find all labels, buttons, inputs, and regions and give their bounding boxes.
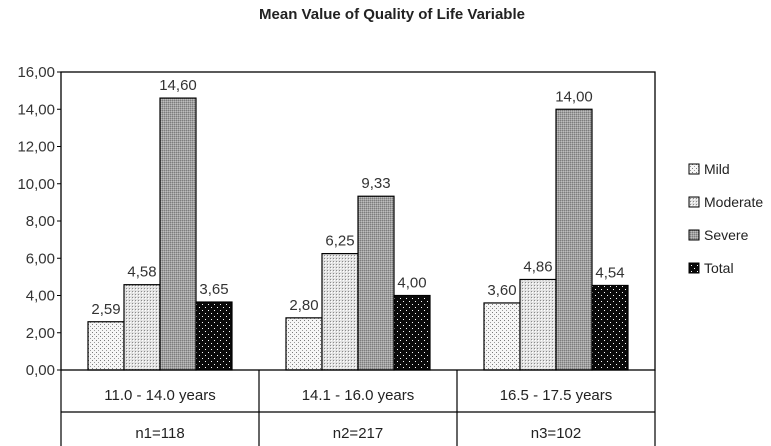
bar-total: [393, 294, 431, 371]
legend: Mild Moderate Severe Total: [688, 161, 763, 276]
bar-total: [591, 284, 629, 371]
bar-moderate: [123, 284, 161, 371]
data-label: 9,33: [361, 175, 390, 192]
bar-total: [195, 301, 233, 371]
bar-severe: [555, 108, 593, 371]
legend-swatch-moderate: [688, 196, 700, 208]
y-tick-label: 0,00: [26, 362, 55, 379]
y-tick-label: 6,00: [26, 250, 55, 267]
data-label: 4,00: [397, 275, 426, 292]
data-labels: 2,59 4,58 14,60 3,65 2,80 6,25 9,33 4,00 3,60 4,8…: [91, 77, 624, 318]
legend-label: Moderate: [704, 194, 763, 210]
y-tick-label: 14,00: [17, 101, 55, 118]
data-label: 4,54: [595, 264, 624, 281]
bar-mild: [483, 302, 521, 371]
category-label: 14.1 - 16.0 years: [302, 387, 415, 404]
category-label: 16.5 - 17.5 years: [500, 387, 613, 404]
axes: [60, 71, 656, 371]
legend-label: Severe: [704, 227, 749, 243]
legend-swatch-mild: [688, 163, 700, 175]
data-label: 3,60: [487, 282, 516, 299]
legend-swatch-severe: [688, 229, 700, 241]
data-label: 4,86: [523, 258, 552, 275]
data-label: 14,00: [555, 88, 593, 105]
data-label: 6,25: [325, 233, 354, 250]
data-label: 3,65: [199, 281, 228, 298]
legend-label: Mild: [704, 161, 730, 177]
bars: [87, 97, 629, 371]
y-tick-label: 10,00: [17, 176, 55, 193]
category-count: n1=118: [135, 425, 184, 442]
legend-swatch-total: [688, 262, 700, 274]
category-count: n2=217: [333, 425, 383, 442]
y-tick-label: 2,00: [26, 325, 55, 342]
bar-mild: [285, 317, 323, 371]
legend-label: Total: [704, 260, 734, 276]
category-count: n3=102: [531, 425, 581, 442]
data-label: 2,59: [91, 301, 120, 318]
chart-title: Mean Value of Quality of Life Variable: [259, 6, 525, 23]
y-axis-ticks: 0,00 2,00 4,00 6,00 8,00 10,00 12,00 14,00 16,00: [17, 64, 61, 379]
bar-severe: [159, 97, 197, 371]
data-label: 2,80: [289, 297, 318, 314]
y-tick-label: 16,00: [17, 64, 55, 81]
bar-severe: [357, 195, 395, 371]
data-label: 4,58: [127, 264, 156, 281]
y-tick-label: 12,00: [17, 139, 55, 156]
bar-moderate: [519, 278, 557, 371]
category-table: 11.0 - 14.0 years n1=118 14.1 - 16.0 years…: [60, 370, 656, 446]
category-label: 11.0 - 14.0 years: [104, 387, 215, 404]
y-tick-label: 4,00: [26, 288, 55, 305]
bar-moderate: [321, 252, 359, 371]
plot-frame: [60, 71, 656, 371]
bar-mild: [87, 321, 125, 371]
y-tick-label: 8,00: [26, 213, 55, 230]
data-label: 14,60: [159, 77, 197, 94]
